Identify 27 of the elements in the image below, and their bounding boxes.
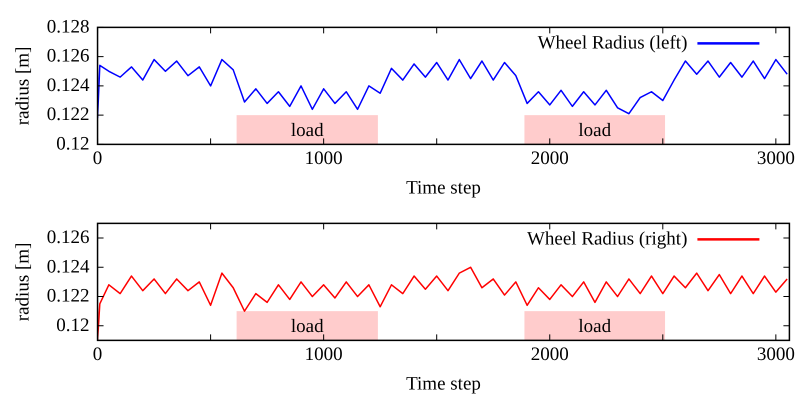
x-axis-title: Time step <box>406 178 481 199</box>
y-tick-label: 0.126 <box>46 227 90 248</box>
y-tick-label: 0.124 <box>46 74 90 96</box>
x-tick-label: 1000 <box>304 344 343 365</box>
legend-label: Wheel Radius (left) <box>538 32 688 54</box>
y-tick-label: 0.126 <box>46 46 90 67</box>
y-tick-label: 0.124 <box>46 256 90 278</box>
y-axis-title: radius [m] <box>12 242 34 322</box>
x-tick-label: 0 <box>92 344 102 365</box>
y-tick-label: 0.12 <box>56 314 90 336</box>
y-tick-label: 0.122 <box>46 104 90 126</box>
x-axis-title: Time step <box>406 374 481 395</box>
y-tick-label: 0.12 <box>56 133 90 154</box>
legend-label: Wheel Radius (right) <box>527 228 688 250</box>
band-label: load <box>290 316 324 337</box>
band-label: load <box>290 120 324 141</box>
x-tick-label: 3000 <box>756 148 795 169</box>
y-tick-label: 0.128 <box>46 16 90 38</box>
x-tick-label: 3000 <box>756 344 795 365</box>
band-label: load <box>578 120 612 141</box>
band-label: load <box>578 316 612 337</box>
x-tick-label: 2000 <box>530 344 569 365</box>
x-tick-label: 1000 <box>304 148 343 169</box>
x-tick-label: 2000 <box>530 148 569 169</box>
y-tick-label: 0.122 <box>46 286 90 307</box>
x-tick-label: 0 <box>92 148 102 169</box>
y-axis-title: radius [m] <box>12 46 34 126</box>
